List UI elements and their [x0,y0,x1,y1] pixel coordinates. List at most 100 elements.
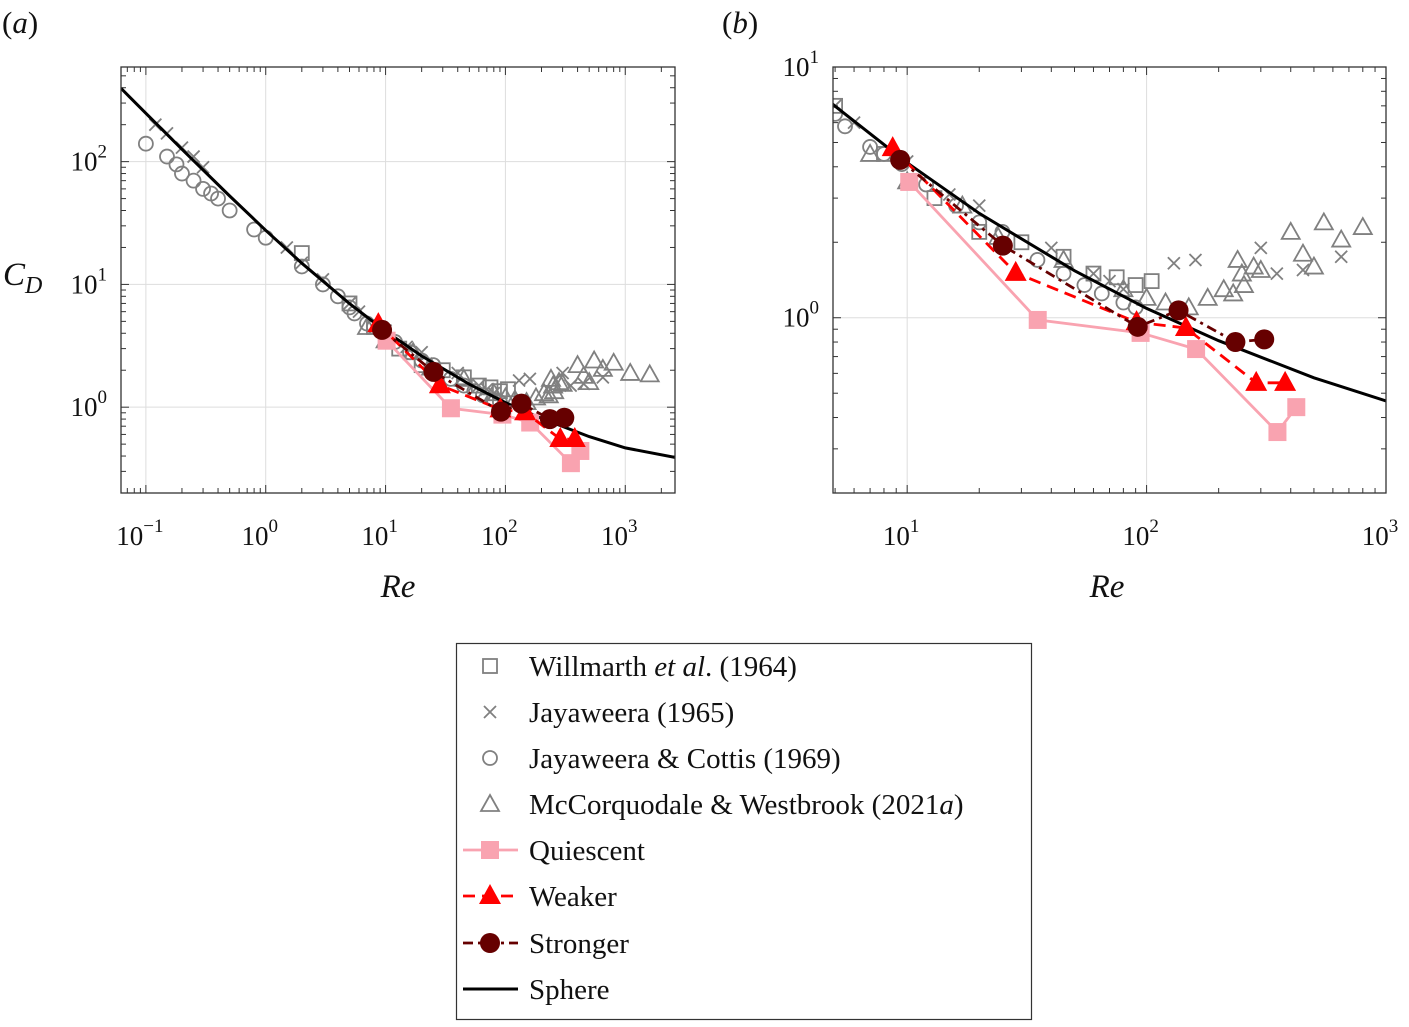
data-point-stronger [372,319,393,340]
data-point-jayaweera-cottis-1969 [168,156,185,173]
y-tick-label: 100 [71,387,108,422]
legend-label-jayaweera: Jayaweera (1965) [529,697,734,729]
tick-exponent: 1 [388,516,398,537]
data-point-weaker [1245,370,1268,391]
data-point-mccorquodale-westbrook-2021a [1227,249,1249,268]
data-point-mccorquodale-westbrook-2021a [1213,278,1235,298]
data-point-jayaweera-cottis-1969 [174,165,190,182]
data-point-mccorquodale-westbrook-2021a [483,382,505,402]
data-point-jayaweera-1965 [1254,241,1268,255]
tick-base: 10 [783,303,810,333]
data-point-quiescent [900,172,919,191]
data-point-jayaweera-1965 [1044,241,1058,255]
data-point-jayaweera-cottis-1969 [293,258,310,275]
data-point-jayaweera-1965 [1102,274,1117,288]
tick-exponent: 0 [810,298,820,319]
tick-exponent: 3 [1389,516,1399,537]
data-point-mccorquodale-westbrook-2021a [1330,228,1352,248]
panel-label-a: (a) [2,5,38,40]
data-point-jayaweera-1965 [1270,266,1284,281]
data-point-jayaweera-1965 [596,370,610,384]
tick-base: 10 [1122,521,1149,551]
tick-exponent: 1 [810,47,820,68]
data-point-mccorquodale-westbrook-2021a [538,384,560,404]
data-point-stronger [1127,316,1148,337]
panel-label-b: (b) [722,5,758,40]
data-point-jayaweera-1965 [1334,250,1348,264]
series-line-stronger [899,158,1265,344]
data-point-mccorquodale-westbrook-2021a [1053,249,1075,268]
data-point-mccorquodale-westbrook-2021a [1292,242,1314,262]
data-point-quiescent [1187,340,1206,359]
data-point-stronger [423,361,444,382]
data-point-jayaweera-cottis-1969 [1029,252,1046,268]
data-point-mccorquodale-westbrook-2021a [1197,287,1219,306]
data-point-jayaweera-cottis-1969 [195,180,211,197]
legend-marker-mccorquodale-westbrook-2021a [479,793,501,812]
legend-label-weaker: Weaker [529,881,617,913]
data-point-stronger [1168,300,1189,321]
tick-exponent: 0 [268,516,278,537]
data-point-jayaweera-cottis-1969 [137,135,154,152]
data-point-stronger [554,407,575,428]
tick-base: 10 [481,521,508,551]
tick-base: 10 [361,521,388,551]
x-tick-label: 10−1 [116,516,163,551]
data-point-mccorquodale-westbrook-2021a [1352,216,1374,235]
data-point-jayaweera-cottis-1969 [1076,277,1093,293]
x-tick-label: 101 [883,516,920,551]
legend-label-jayaweera-cottis: Jayaweera & Cottis (1969) [529,743,841,775]
data-point-jayaweera-cottis-1969 [159,148,175,165]
x-tick-label: 102 [481,516,518,551]
y-tick-label: 101 [71,264,108,299]
data-point-weaker [549,427,572,448]
series-line-sphere [833,102,1386,403]
data-point-quiescent [1287,398,1306,417]
data-point-jayaweera-1965 [1188,253,1203,267]
data-point-jayaweera-cottis-1969 [805,84,819,98]
x-tick-label: 103 [601,516,638,551]
data-point-jayaweera-cottis-1969 [315,276,331,293]
tick-base: 10 [601,521,628,551]
legend-marker-weaker [479,884,501,904]
data-point-stronger [511,393,532,414]
data-point-jayaweera-cottis-1969 [185,172,202,189]
x-axis-label-b: Re [1089,569,1125,605]
tick-base: 10 [241,521,268,551]
data-point-mccorquodale-westbrook-2021a [1303,255,1325,275]
tick-exponent: 1 [98,264,108,285]
data-area [805,84,1386,442]
data-point-stronger [539,409,560,430]
data-point-jayaweera-1965 [451,366,465,380]
data-point-mccorquodale-westbrook-2021a [567,354,589,374]
data-point-stronger [1225,332,1246,353]
data-point-stronger [1254,329,1275,350]
plot-frame [120,66,676,494]
data-point-jayaweera-cottis-1969 [329,288,346,305]
legend-marker-quiescent [481,841,499,859]
data-point-mccorquodale-westbrook-2021a [639,363,661,383]
tick-exponent: −1 [143,516,163,537]
data-point-mccorquodale-westbrook-2021a [552,372,574,392]
data-point-mccorquodale-westbrook-2021a [619,362,641,381]
x-tick-label: 102 [1122,516,1159,551]
data-point-mccorquodale-westbrook-2021a [578,371,600,391]
data-point-willmarth-et-al-1964 [971,223,988,240]
data-point-mccorquodale-westbrook-2021a [1233,274,1255,293]
data-point-mccorquodale-westbrook-2021a [592,358,614,377]
legend-marker-willmarth-et-al-1964 [482,658,498,674]
y-tick-label: 100 [783,298,820,333]
data-point-mccorquodale-westbrook-2021a [1155,291,1177,311]
series-line-sphere [121,87,675,459]
data-point-jayaweera-cottis-1969 [221,202,238,219]
data-point-weaker [1274,370,1297,391]
legend-label-stronger: Stronger [529,928,629,960]
x-tick-label: 103 [1362,516,1399,551]
x-tick-label: 100 [241,516,278,551]
data-point-mccorquodale-westbrook-2021a [548,371,570,391]
data-point-jayaweera-1965 [186,149,201,164]
tick-base: 10 [1362,521,1389,551]
legend-label-quiescent: Quiescent [529,835,645,867]
